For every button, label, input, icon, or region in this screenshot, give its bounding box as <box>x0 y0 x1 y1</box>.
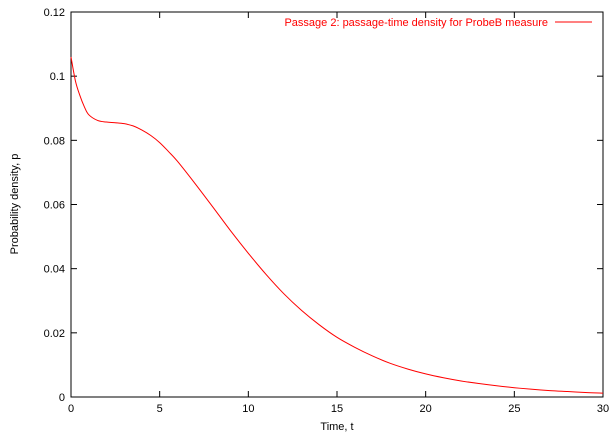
x-tick-label: 5 <box>157 403 163 415</box>
y-tick-label: 0 <box>59 392 65 404</box>
series-line <box>70 56 604 394</box>
tick-labels: 0 5 10 15 20 25 30 0 0.02 0.04 0.06 0.08 0.1 0.12 <box>44 7 610 415</box>
y-tick-label: 0.12 <box>44 7 65 19</box>
plot-frame <box>70 11 604 398</box>
x-tick-label: 0 <box>68 403 74 415</box>
legend-label: Passage 2: passage-time density for Prob… <box>284 17 548 29</box>
y-tick-label: 0.04 <box>44 264 65 276</box>
y-tick-label: 0.1 <box>50 71 65 83</box>
y-tick-label: 0.06 <box>44 200 65 212</box>
x-tick-label: 30 <box>597 403 609 415</box>
x-tick-label: 10 <box>242 403 254 415</box>
x-axis-label: Time, t <box>320 421 353 433</box>
tick-marks <box>70 11 604 398</box>
y-axis-label: Probability density, p <box>9 154 21 255</box>
y-tick-label: 0.08 <box>44 135 65 147</box>
x-tick-label: 25 <box>508 403 520 415</box>
x-tick-label: 20 <box>420 403 432 415</box>
x-tick-label: 15 <box>331 403 343 415</box>
y-tick-label: 0.02 <box>44 328 65 340</box>
